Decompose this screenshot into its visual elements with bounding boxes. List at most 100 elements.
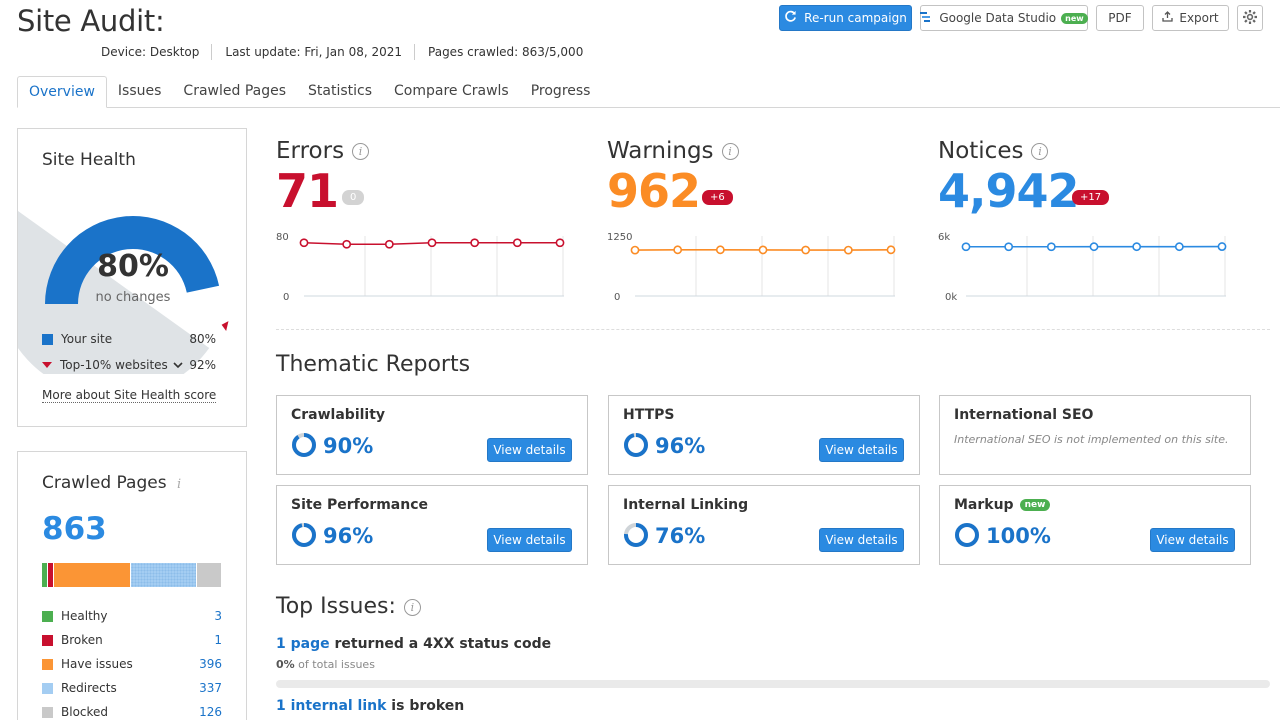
crawled-row-redirects[interactable]: Redirects 337 [42,681,222,695]
view-details-button[interactable]: View details [487,438,572,462]
view-details-button[interactable]: View details [487,528,572,552]
metric-label: Errors i [276,138,370,164]
notices-value[interactable]: 4,942 [938,164,1080,218]
crawled-row-blocked[interactable]: Blocked 126 [42,705,222,719]
pages-crawled: Pages crawled: 863/5,000 [414,44,595,60]
issue-link[interactable]: 1 page [276,636,330,652]
report-site-performance: Site Performance 96% View details [276,485,588,565]
data-point[interactable] [299,238,309,248]
data-point[interactable] [843,245,853,255]
bar-segment-blocked[interactable] [196,563,222,587]
data-point[interactable] [427,238,437,248]
data-point[interactable] [801,245,811,255]
bar-segment-healthy[interactable] [42,563,47,587]
errors-sparkline: 80 0 [276,232,565,300]
data-point[interactable] [630,245,640,255]
report-internal-linking: Internal Linking 76% View details [608,485,920,565]
warnings-delta: +6 [702,190,733,205]
warnings-metric: Warnings i 962 +6 1250 0 [607,138,907,308]
status-label: Healthy [61,609,108,623]
view-details-button[interactable]: View details [819,438,904,462]
data-point[interactable] [673,245,683,255]
data-studio-icon [920,11,932,26]
bar-segment-have-issues[interactable] [53,563,131,587]
status-count[interactable]: 396 [199,657,222,671]
data-point[interactable] [384,239,394,249]
y-tick-top: 1250 [607,232,632,243]
tab-issues[interactable]: Issues [117,83,162,99]
report-score: 96% [323,524,374,548]
report-score: 100% [986,524,1051,548]
status-count[interactable]: 1 [214,633,222,647]
rerun-campaign-button[interactable]: Re-run campaign [779,5,912,31]
pdf-button[interactable]: PDF [1096,5,1144,31]
data-point[interactable] [470,238,480,248]
y-tick-top: 80 [276,232,289,243]
data-point[interactable] [512,238,522,248]
tab-overview[interactable]: Overview [17,76,107,108]
issue-share: 0% of total issues [276,658,375,671]
data-point[interactable] [758,245,768,255]
issue-link[interactable]: 1 internal link [276,698,387,714]
tab-bar: Overview Issues Crawled Pages Statistics… [17,76,1280,108]
status-count[interactable]: 126 [199,705,222,719]
view-details-button[interactable]: View details [1150,528,1235,552]
report-name: Site Performance [291,497,429,513]
crawled-pages-bar [42,563,222,587]
tab-crawled-pages[interactable]: Crawled Pages [183,83,287,99]
legend-top10[interactable]: Top-10% websites 92% [42,358,216,372]
settings-button[interactable] [1237,5,1263,31]
site-health-card: Site Health 80% no changes Your site 80%… [17,128,247,427]
google-data-studio-button[interactable]: Google Data Studio new [920,5,1088,31]
new-badge: new [1019,499,1051,511]
warnings-value[interactable]: 962 [607,164,701,218]
report-name: International SEO [954,407,1094,423]
data-point[interactable] [961,242,971,252]
bar-segment-broken[interactable] [47,563,53,587]
report-score: 90% [323,434,374,458]
crawled-pages-card: Crawled Pages i 863 Healthy 3 Broken 1 Have … [17,451,247,720]
status-count[interactable]: 3 [214,609,222,623]
data-point[interactable] [886,245,896,255]
score-ring [624,523,648,547]
tab-compare-crawls[interactable]: Compare Crawls [394,83,509,99]
crawled-row-have-issues[interactable]: Have issues 396 [42,657,222,671]
thematic-reports-title: Thematic Reports [276,352,471,377]
data-point[interactable] [1046,242,1056,252]
data-point[interactable] [1174,242,1184,252]
data-point[interactable] [1004,242,1014,252]
status-swatch [42,610,53,622]
gauge-score-arc [45,215,220,304]
site-health-score: 80% [97,249,169,284]
data-point[interactable] [1089,242,1099,252]
data-point[interactable] [342,239,352,249]
view-details-button[interactable]: View details [819,528,904,552]
info-icon[interactable]: i [352,143,370,160]
info-icon[interactable]: i [403,598,421,616]
info-icon[interactable]: i [176,477,182,492]
metric-label: Notices i [938,138,1049,164]
status-count[interactable]: 337 [199,681,222,695]
export-button[interactable]: Export [1152,5,1229,31]
errors-value[interactable]: 71 [276,164,339,218]
data-point[interactable] [715,245,725,255]
crawled-row-broken[interactable]: Broken 1 [42,633,222,647]
tab-progress[interactable]: Progress [530,83,591,99]
report-score: 96% [655,434,706,458]
crawled-row-healthy[interactable]: Healthy 3 [42,609,222,623]
info-icon[interactable]: i [721,143,739,160]
tab-statistics[interactable]: Statistics [308,83,373,99]
report-name: Internal Linking [623,497,749,513]
data-point[interactable] [1132,242,1142,252]
notices-sparkline: 6k 0k [938,232,1227,300]
more-about-health-link[interactable]: More about Site Health score [42,388,217,403]
data-point[interactable] [555,238,565,248]
status-label: Redirects [61,681,117,695]
info-icon[interactable]: i [1031,143,1049,160]
data-point[interactable] [1217,242,1227,251]
site-health-gauge [18,211,229,374]
refresh-icon [784,10,797,26]
legend-your-site: Your site 80% [42,332,216,346]
bar-segment-redirects[interactable] [131,563,196,587]
triangle-down-icon [42,358,52,372]
